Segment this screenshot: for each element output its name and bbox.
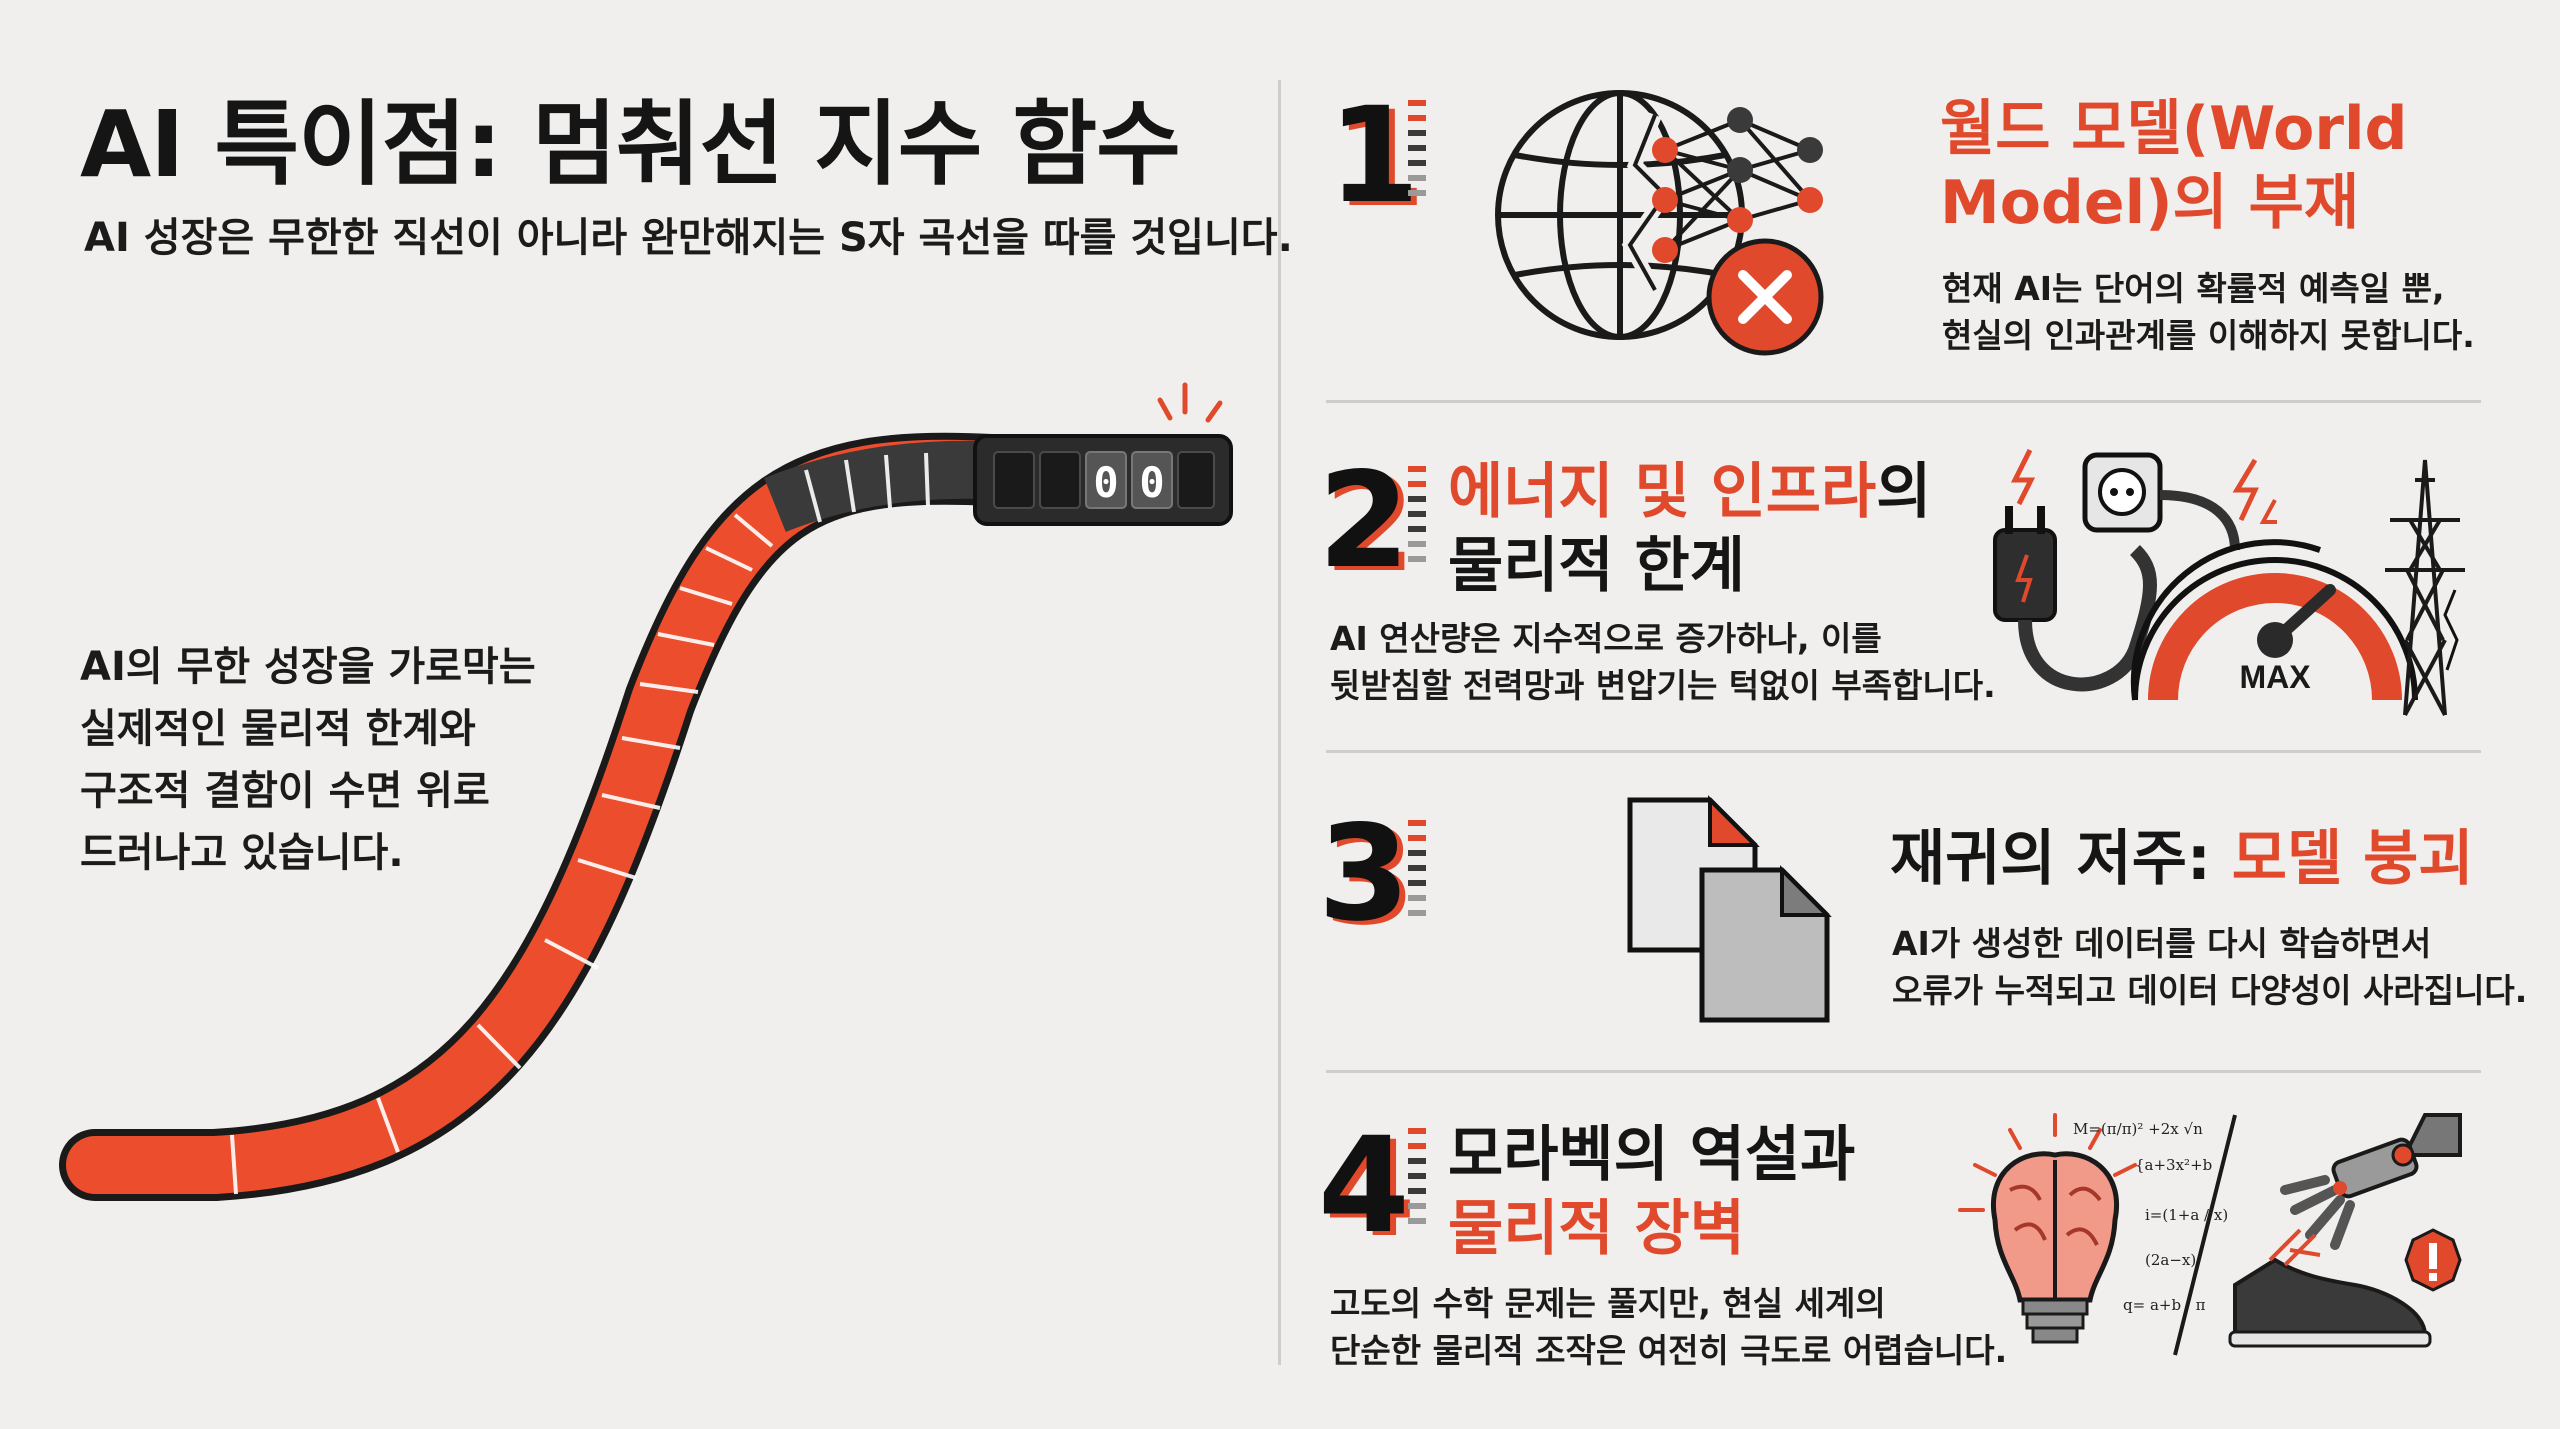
factor-title-3: 재귀의 저주: 모델 붕괴 [1890,822,2473,896]
vertical-divider [1278,80,1281,1365]
energy-infrastructure-icon: MAX [1993,448,2465,716]
alarm-burst-icon [1157,382,1223,423]
factor-title-1-line: Model)의 부재 [1940,166,2407,240]
factor-title-3-black: 재귀의 저주: [1890,824,2232,894]
factor-number-2: 2 [1318,444,1410,598]
formula-line: (2a−x) [2145,1251,2196,1269]
outlet-icon [2082,452,2163,533]
factor-title-4-line2: 물리적 장벽 [1448,1194,1745,1264]
factor-number-4: 4 [1318,1109,1410,1263]
factor-title-1: 월드 모델(World Model)의 부재 [1940,92,2407,240]
factor-title-3-red: 모델 붕괴 [2231,824,2474,894]
factor-ticks [1408,1128,1426,1233]
factor-desc-4: 고도의 수학 문제는 풀지만, 현실 세계의 단순한 물리적 조작은 여전히 극… [1330,1280,2007,1374]
factor-desc-line: 오류가 누적되고 데이터 다양성이 사라집니다. [1892,971,2528,1010]
gauge-icon: MAX [2130,539,2418,701]
factor-ticks [1408,100,1426,205]
document-copy-icon [1699,865,1832,1023]
factor-title-2-line2: 물리적 한계 [1448,531,1745,601]
plug-icon [1993,506,2057,622]
formula-line: {a+3x²+b [2135,1156,2212,1174]
factor-number-3: 3 [1318,797,1410,951]
section-divider [1326,1070,2481,1073]
warning-icon [2404,1228,2462,1292]
counter-box: 0 0 [973,434,1233,526]
formula-line: q= a+b / π [2123,1296,2206,1314]
factor-title-2: 에너지 및 인프라의 물리적 한계 [1448,455,1931,603]
factor-desc-line: AI가 생성한 데이터를 다시 학습하면서 [1892,924,2432,963]
factor-title-4: 모라벡의 역설과 물리적 장벽 [1448,1118,1855,1266]
factor-ticks [1408,466,1426,571]
robot-hand-icon [2280,1113,2462,1250]
factor-title-1-line: 월드 모델(World [1940,94,2408,164]
left-description-line: 실제적인 물리적 한계와 [80,706,476,752]
gauge-max-label: MAX [2239,659,2311,695]
factor-title-2-suffix: 의 [1876,457,1932,527]
left-description-line: 구조적 결함이 수면 위로 [80,768,490,814]
factor-title-2-red: 에너지 및 인프라 [1448,457,1877,527]
page-title: AI 특이점: 멈춰선 지수 함수 [80,91,1181,198]
factor-desc-1: 현재 AI는 단어의 확률적 예측일 뿐, 현실의 인과관계를 이해하지 못합니… [1942,265,2475,359]
factor-desc-3: AI가 생성한 데이터를 다시 학습하면서 오류가 누적되고 데이터 다양성이 … [1892,920,2527,1014]
factor-title-1-model: Model)의 부재 [1940,168,2360,238]
factor-title-4-line1: 모라벡의 역설과 [1448,1120,1856,1190]
factor-desc-line: 고도의 수학 문제는 풀지만, 현실 세계의 [1330,1284,1886,1323]
close-icon [1706,238,1824,356]
factor-desc-line: 뒷받침할 전력망과 변압기는 턱없이 부족합니다. [1330,666,1996,705]
left-description-line: 드러나고 있습니다. [80,830,404,876]
factor-desc-2: AI 연산량은 지수적으로 증가하나, 이를 뒷받침할 전력망과 변압기는 턱없… [1330,615,1996,709]
power-tower-icon [2385,459,2465,716]
moravec-paradox-icon: M=(π/π)² +2x √n {a+3x²+b i=(1+a / x) (2a… [1958,1113,2462,1356]
s-curve-illustration: 0 0 [59,382,1233,1201]
factor-desc-line: 단순한 물리적 조작은 여전히 극도로 어렵습니다. [1330,1331,2008,1370]
section-divider [1326,400,2481,403]
left-description-line: AI의 무한 성장을 가로막는 [80,644,536,690]
shoe-icon [2228,1228,2432,1348]
globe-neural-net-icon [1495,90,1824,356]
factor-desc-line: AI 연산량은 지수적으로 증가하나, 이를 [1330,619,1882,658]
factor-desc-line: 현실의 인과관계를 이해하지 못합니다. [1942,316,2475,355]
formula-line: i=(1+a / x) [2145,1206,2228,1224]
section-divider [1326,750,2481,753]
duplicate-documents-icon [1627,795,1832,1023]
factor-number-1: 1 [1328,79,1420,233]
brain-bulb-icon [1958,1113,2137,1344]
counter-digit-2: 0 [1139,458,1164,507]
page-subtitle: AI 성장은 무한한 직선이 아니라 완만해지는 S자 곡선을 따를 것입니다. [84,215,1293,261]
factor-ticks [1408,820,1426,925]
formula-line: M=(π/π)² +2x √n [2073,1120,2203,1138]
left-description: AI의 무한 성장을 가로막는 실제적인 물리적 한계와 구조적 결함이 수면 … [80,636,600,884]
factor-desc-line: 현재 AI는 단어의 확률적 예측일 뿐, [1942,269,2445,308]
s-curve-track [59,432,1026,1201]
counter-digit-1: 0 [1093,458,1118,507]
